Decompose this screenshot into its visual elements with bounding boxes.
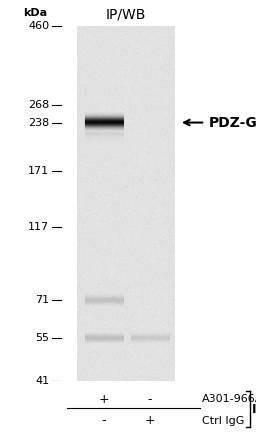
Text: IP: IP (252, 403, 256, 416)
Text: 171: 171 (28, 166, 49, 176)
Text: kDa: kDa (24, 8, 48, 18)
Text: -: - (147, 393, 152, 406)
Text: 41: 41 (35, 376, 49, 386)
Text: 268: 268 (28, 100, 49, 110)
Text: Ctrl IgG: Ctrl IgG (202, 416, 245, 426)
Text: 238: 238 (28, 117, 49, 128)
Text: +: + (144, 414, 155, 427)
Text: -: - (102, 414, 106, 427)
Text: 460: 460 (28, 21, 49, 31)
Text: 55: 55 (35, 333, 49, 343)
Text: IP/WB: IP/WB (105, 8, 146, 22)
Text: PDZ-GEF1: PDZ-GEF1 (208, 116, 256, 129)
Text: 117: 117 (28, 222, 49, 232)
Text: +: + (99, 393, 109, 406)
Text: A301-966A: A301-966A (202, 394, 256, 404)
Text: 71: 71 (35, 295, 49, 305)
